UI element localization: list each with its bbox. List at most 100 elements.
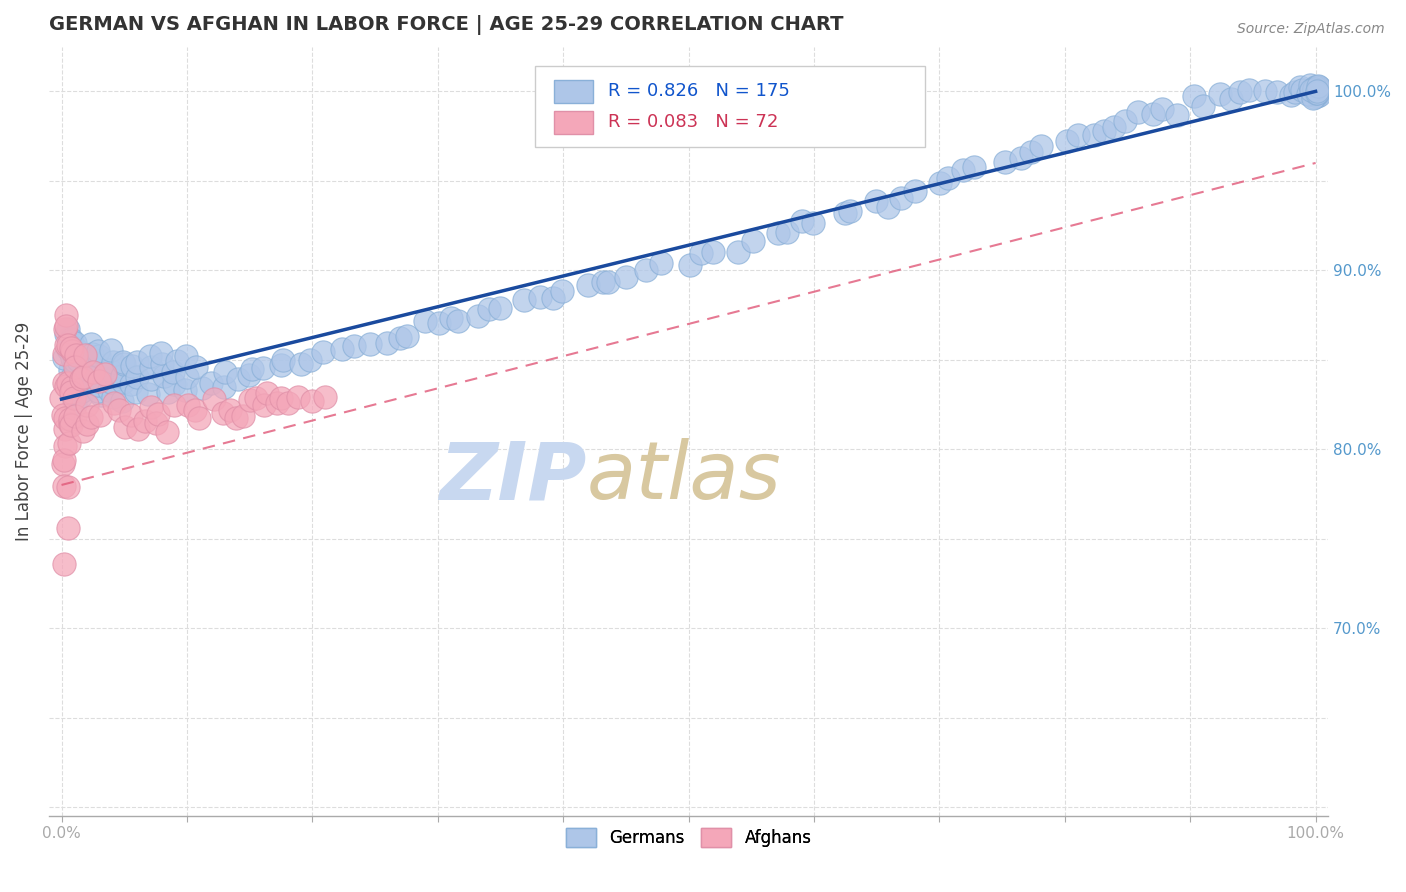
- Point: [63, 399, 86, 413]
- Point: [59, 412, 82, 426]
- Point: [447, 313, 470, 327]
- Text: R = 0.083   N = 72: R = 0.083 N = 72: [607, 113, 779, 131]
- Point: [58, 331, 80, 345]
- Point: [890, 191, 912, 205]
- Point: [72, 424, 94, 438]
- Point: [87, 343, 110, 358]
- Point: [1303, 80, 1326, 95]
- Point: [273, 353, 295, 368]
- Text: Source: ZipAtlas.com: Source: ZipAtlas.com: [1237, 22, 1385, 37]
- Point: [55, 338, 77, 352]
- Point: [679, 258, 702, 272]
- Point: [270, 358, 292, 372]
- Point: [1220, 92, 1243, 106]
- Point: [240, 362, 263, 376]
- Point: [1308, 87, 1330, 102]
- Point: [636, 262, 658, 277]
- Point: [53, 453, 76, 467]
- Text: GERMAN VS AFGHAN IN LABOR FORCE | AGE 25-29 CORRELATION CHART: GERMAN VS AFGHAN IN LABOR FORCE | AGE 25…: [49, 15, 844, 35]
- Point: [49, 391, 72, 405]
- Point: [929, 176, 952, 190]
- Point: [214, 365, 236, 379]
- Point: [191, 381, 214, 395]
- Point: [1305, 87, 1327, 102]
- Point: [112, 355, 135, 369]
- Point: [1306, 87, 1329, 102]
- Point: [97, 383, 120, 397]
- Point: [90, 388, 112, 402]
- Point: [134, 414, 156, 428]
- Point: [76, 417, 98, 431]
- Point: [72, 369, 94, 384]
- Point: [1191, 99, 1213, 113]
- Point: [53, 321, 76, 335]
- Point: [200, 376, 222, 390]
- Point: [58, 480, 80, 494]
- Point: [53, 479, 76, 493]
- Point: [1128, 105, 1150, 120]
- Point: [238, 368, 260, 382]
- Point: [87, 377, 110, 392]
- Point: [578, 277, 600, 292]
- Point: [1182, 89, 1205, 103]
- Point: [1114, 113, 1136, 128]
- Point: [184, 359, 207, 374]
- Point: [1019, 145, 1042, 159]
- Point: [107, 402, 129, 417]
- Point: [427, 316, 450, 330]
- Point: [202, 392, 225, 406]
- Point: [1302, 82, 1324, 96]
- Point: [82, 347, 104, 361]
- Point: [125, 370, 148, 384]
- Point: [592, 275, 614, 289]
- Point: [58, 362, 80, 376]
- Point: [139, 372, 162, 386]
- Point: [125, 385, 148, 400]
- Point: [55, 308, 77, 322]
- Point: [127, 422, 149, 436]
- Point: [489, 301, 512, 315]
- Point: [55, 379, 77, 393]
- Point: [82, 379, 104, 393]
- Point: [877, 200, 900, 214]
- Point: [218, 403, 240, 417]
- Point: [1306, 87, 1329, 101]
- Point: [141, 360, 163, 375]
- Point: [63, 409, 86, 423]
- Point: [792, 214, 814, 228]
- Point: [58, 436, 80, 450]
- Point: [1306, 88, 1329, 103]
- Point: [1229, 85, 1251, 99]
- Point: [100, 375, 122, 389]
- Point: [1301, 83, 1323, 97]
- Point: [121, 359, 143, 374]
- Point: [63, 392, 86, 406]
- Point: [1308, 80, 1330, 95]
- Point: [59, 417, 82, 431]
- Point: [551, 284, 574, 298]
- Point: [80, 410, 103, 425]
- Point: [766, 226, 789, 240]
- Point: [301, 394, 323, 409]
- Bar: [554, 79, 592, 103]
- Point: [127, 355, 149, 369]
- Point: [290, 357, 312, 371]
- Point: [52, 408, 75, 422]
- Point: [60, 382, 83, 396]
- Point: [1284, 85, 1306, 99]
- Point: [388, 331, 411, 345]
- Point: [60, 334, 83, 348]
- Point: [184, 403, 207, 417]
- Point: [112, 358, 135, 372]
- Point: [55, 326, 77, 341]
- Point: [174, 349, 197, 363]
- Point: [66, 388, 89, 402]
- Point: [156, 384, 179, 399]
- Point: [529, 290, 551, 304]
- FancyBboxPatch shape: [536, 66, 925, 146]
- Point: [60, 418, 83, 433]
- Point: [512, 293, 534, 308]
- Point: [89, 349, 111, 363]
- Point: [1150, 103, 1173, 117]
- Point: [211, 406, 233, 420]
